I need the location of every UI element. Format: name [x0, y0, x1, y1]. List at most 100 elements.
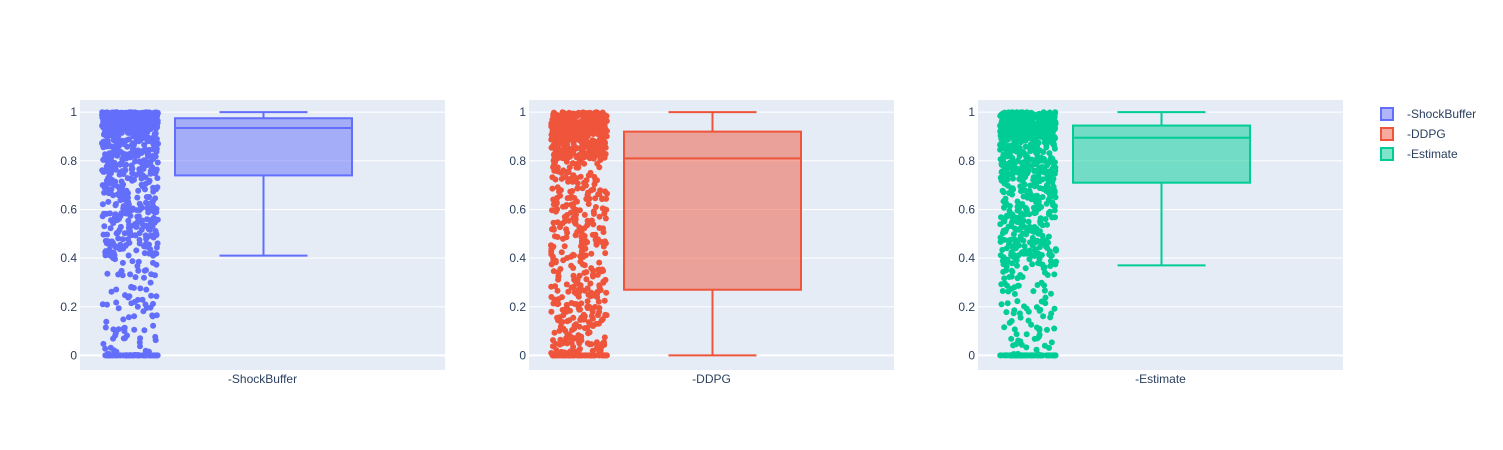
data-point — [131, 221, 138, 228]
data-point — [106, 157, 113, 164]
data-point — [551, 329, 558, 336]
data-point — [554, 287, 561, 294]
data-point — [587, 280, 594, 287]
data-point — [1035, 333, 1042, 340]
data-point — [576, 224, 583, 231]
data-point — [1020, 237, 1027, 244]
data-point — [1023, 344, 1030, 351]
data-point — [105, 165, 112, 172]
data-point — [1044, 326, 1050, 333]
data-point — [1016, 144, 1023, 151]
data-point — [1010, 251, 1017, 258]
data-point — [573, 290, 580, 297]
legend-swatch — [1380, 127, 1394, 141]
data-point — [1034, 282, 1041, 288]
data-point — [1046, 209, 1052, 216]
data-point — [150, 184, 157, 191]
data-point — [1019, 249, 1026, 256]
data-point — [153, 136, 160, 142]
data-point — [549, 244, 556, 251]
data-point — [1047, 173, 1054, 180]
data-point — [1009, 154, 1016, 161]
data-point — [143, 304, 150, 311]
y-tick-label: 0.2 — [509, 300, 526, 314]
data-point — [1029, 261, 1036, 268]
data-point — [1003, 263, 1010, 270]
data-point — [101, 113, 107, 120]
data-point — [154, 159, 161, 166]
data-point — [1035, 172, 1042, 179]
legend[interactable]: -ShockBuffer -DDPG -Estimate — [1380, 107, 1476, 161]
data-point — [588, 187, 595, 194]
data-point — [594, 109, 601, 116]
data-point — [155, 140, 161, 147]
data-point — [1027, 146, 1034, 153]
data-point — [137, 130, 144, 137]
data-point — [554, 194, 561, 201]
data-point — [997, 141, 1003, 148]
legend-item[interactable]: -ShockBuffer — [1380, 107, 1476, 121]
data-point — [1026, 188, 1033, 194]
data-point — [1038, 129, 1045, 136]
data-point — [148, 292, 155, 299]
data-point — [561, 307, 568, 314]
data-point — [128, 166, 135, 173]
data-point — [574, 280, 581, 287]
data-point — [590, 273, 596, 280]
data-point — [553, 124, 560, 131]
data-point — [1005, 127, 1012, 134]
data-point — [129, 177, 136, 184]
data-point — [548, 251, 555, 258]
data-point — [581, 325, 588, 332]
data-point — [1047, 263, 1054, 269]
data-point — [577, 173, 584, 180]
y-tick-label: 0.6 — [60, 202, 77, 216]
data-point — [145, 204, 152, 211]
legend-item[interactable]: -Estimate — [1380, 147, 1458, 161]
data-point — [582, 120, 589, 127]
data-point — [585, 131, 592, 138]
data-point — [578, 237, 585, 244]
data-point — [150, 115, 157, 122]
data-point — [1041, 156, 1048, 163]
data-point — [595, 298, 602, 305]
data-point — [142, 146, 149, 152]
data-point — [1011, 133, 1018, 140]
data-point — [136, 168, 143, 175]
data-point — [596, 308, 603, 315]
data-point — [126, 124, 133, 131]
y-tick-label: 0 — [968, 348, 975, 362]
data-point — [548, 308, 555, 315]
legend-item[interactable]: -DDPG — [1380, 127, 1446, 141]
data-point — [135, 267, 142, 274]
data-point — [998, 301, 1005, 308]
data-point — [595, 320, 602, 327]
data-point — [596, 284, 603, 291]
data-point — [585, 201, 592, 207]
data-point — [596, 225, 603, 231]
data-point — [551, 110, 558, 117]
data-point — [585, 125, 592, 132]
data-point — [596, 164, 603, 171]
data-point — [1003, 150, 1010, 157]
data-point — [101, 223, 108, 230]
box-plot — [174, 111, 353, 257]
data-point — [1008, 285, 1015, 292]
data-point — [1008, 267, 1015, 274]
y-tick-label: 0.4 — [509, 251, 526, 265]
data-point — [115, 140, 122, 147]
data-point — [121, 230, 128, 237]
data-point — [1006, 190, 1013, 196]
data-point — [1020, 149, 1027, 156]
data-point — [578, 337, 585, 344]
data-point — [1035, 139, 1042, 146]
data-point — [1030, 174, 1037, 181]
data-point — [578, 248, 585, 255]
data-point — [562, 338, 569, 345]
data-point — [572, 321, 579, 328]
data-point — [556, 341, 563, 348]
data-point — [1026, 211, 1033, 218]
data-point — [115, 133, 122, 140]
data-point — [1014, 298, 1021, 305]
data-point — [555, 276, 562, 283]
